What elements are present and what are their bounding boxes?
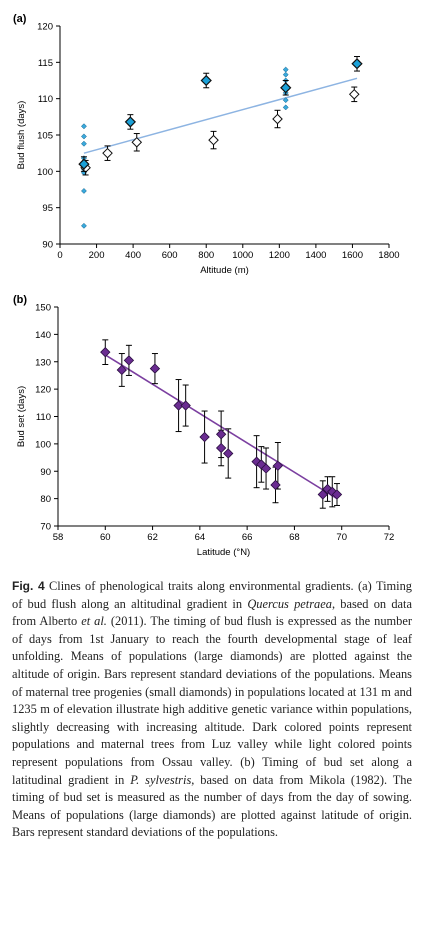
population-point <box>251 456 262 467</box>
y-tick-label: 130 <box>35 357 51 368</box>
population-point <box>116 364 128 376</box>
dark-population-point <box>351 58 363 70</box>
light-population-point <box>102 147 113 159</box>
population-point <box>199 431 210 443</box>
population-point <box>223 448 234 459</box>
dark-population-point <box>124 116 137 128</box>
y-tick-label: 150 <box>35 303 51 314</box>
x-tick-label: 60 <box>100 532 111 543</box>
trendline <box>83 77 358 154</box>
y-tick-label: 110 <box>36 412 51 423</box>
figure-label: Fig. 4 <box>12 579 45 593</box>
dark-population-point <box>200 74 212 87</box>
population-point <box>270 479 281 491</box>
x-axis-title: Altitude (m) <box>200 265 249 276</box>
x-tick-label: 1600 <box>342 250 363 261</box>
y-tick-label: 95 <box>42 203 53 214</box>
y-tick-label: 100 <box>35 439 51 450</box>
population-point <box>260 463 272 474</box>
progeny-point <box>282 104 289 111</box>
x-tick-label: 600 <box>162 250 178 261</box>
x-tick-label: 1400 <box>305 250 326 261</box>
y-tick-label: 140 <box>35 330 51 341</box>
caption-text-3: (2011). The timing of bud flush is expre… <box>12 614 412 787</box>
progeny-point <box>80 222 87 229</box>
progeny-point <box>80 123 87 130</box>
panel-label-b: (b) <box>13 294 27 306</box>
y-tick-label: 120 <box>37 22 53 33</box>
y-axis-title: Bud flush (days) <box>16 101 27 170</box>
panel-label-a: (a) <box>13 13 27 25</box>
x-tick-label: 68 <box>289 532 300 543</box>
progeny-point <box>80 187 87 194</box>
y-tick-label: 70 <box>40 522 51 533</box>
caption-species-b: P. sylvestris <box>130 772 192 787</box>
progeny-point <box>282 97 289 104</box>
chart-panel-a: (a) 0 200 400 600 800 1000 1200 1400 1600 1800 90 95… <box>0 0 425 292</box>
x-tick-label: 1800 <box>378 250 399 261</box>
x-axis-title: Latitude (°N) <box>197 547 250 558</box>
population-point <box>272 460 284 471</box>
y-tick-label: 120 <box>35 385 51 396</box>
x-tick-label: 72 <box>384 532 395 543</box>
y-tick-label: 110 <box>38 94 53 105</box>
population-point <box>149 363 161 374</box>
x-tick-label: 70 <box>336 532 347 543</box>
progeny-point <box>80 133 87 140</box>
light-population-point <box>131 136 143 148</box>
caption-species-a: Quercus petraea <box>247 596 332 611</box>
x-tick-label: 800 <box>198 250 214 261</box>
y-tick-label: 105 <box>37 131 53 142</box>
y-tick-label: 90 <box>40 467 51 478</box>
caption-text-2: , based on data from Alberto <box>12 596 412 629</box>
population-point <box>331 489 343 500</box>
chart-panel-b: (b) 58 60 62 64 66 68 70 72 70 80 90 100 110 120 130 140… <box>0 292 425 572</box>
light-population-point <box>348 88 360 100</box>
x-tick-label: 62 <box>147 532 158 543</box>
x-tick-label: 1200 <box>269 250 290 261</box>
x-tick-label: 1000 <box>232 250 253 261</box>
population-point <box>317 489 328 500</box>
y-tick-label: 80 <box>40 494 51 505</box>
x-tick-label: 66 <box>242 532 253 543</box>
figure-caption: Fig. 4 Clines of phenological traits alo… <box>12 578 412 842</box>
population-point <box>123 355 135 366</box>
x-tick-label: 400 <box>125 250 141 261</box>
population-point <box>100 347 111 358</box>
light-population-point <box>208 134 219 146</box>
population-point <box>180 400 191 411</box>
x-tick-label: 64 <box>195 532 206 543</box>
dark-population-point <box>78 158 90 170</box>
caption-et-al: et al. <box>81 614 107 629</box>
dark-population-point <box>280 82 292 94</box>
x-tick-label: 200 <box>89 250 105 261</box>
progeny-point <box>80 140 87 147</box>
y-axis-title: Bud set (days) <box>16 386 27 447</box>
population-point <box>215 429 227 440</box>
x-tick-label: 0 <box>57 250 62 261</box>
y-tick-label: 90 <box>42 240 53 251</box>
progeny-point <box>282 71 289 78</box>
y-tick-label: 115 <box>38 58 53 69</box>
population-point <box>173 400 184 411</box>
bud-set-chart: (b) 58 60 62 64 66 68 70 72 70 80 90 100 110 120 130 140… <box>13 294 395 558</box>
light-population-point <box>272 113 283 125</box>
progeny-point <box>282 66 289 73</box>
caption-text-4: , based on data from Mikola (1982). The … <box>12 772 412 840</box>
bud-flush-chart: (a) 0 200 400 600 800 1000 1200 1400 1600 1800 90 95… <box>13 13 400 276</box>
population-point <box>215 442 227 454</box>
caption-text-1: Clines of phenological traits along envi… <box>12 579 412 611</box>
x-tick-label: 58 <box>53 532 64 543</box>
y-tick-label: 100 <box>37 167 53 178</box>
